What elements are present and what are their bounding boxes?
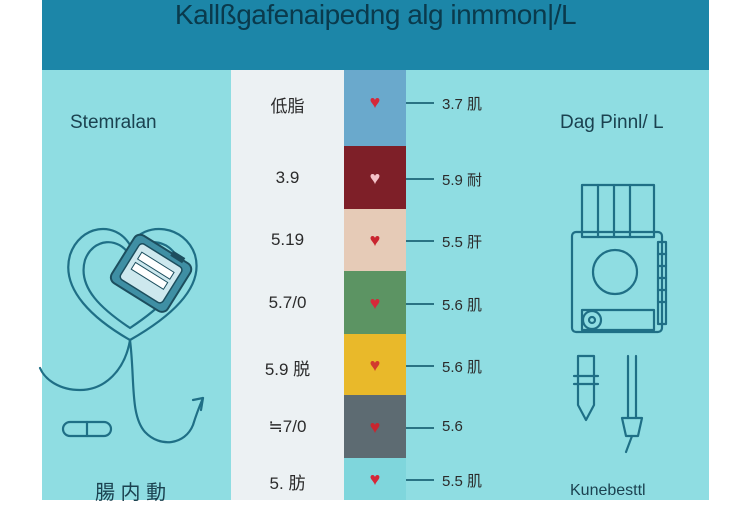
right-value: 5.5 肌 — [442, 473, 483, 490]
connector-line — [406, 101, 434, 104]
connector-line — [406, 364, 434, 367]
heart-icon: ♥ — [369, 230, 381, 250]
left-value: 5.7/0 — [268, 292, 307, 312]
heart-icon: ♥ — [369, 416, 381, 437]
left-value: 低脂 — [270, 96, 305, 116]
heart-icon: ♥ — [369, 354, 381, 375]
heart-icon: ♥ — [369, 91, 381, 112]
heart-icon: ♥ — [369, 292, 381, 313]
page-title: Kallßgafenaipedng alg inmmon|/L — [174, 0, 577, 30]
heart-icon: ♥ — [369, 167, 381, 188]
color-swatch — [344, 458, 406, 500]
right-value: 5.5 肝 — [442, 234, 483, 251]
bottom-left-label: 腸 内 動 — [95, 482, 167, 504]
connector-line — [406, 479, 434, 481]
right-section-label: Dag Pinnl/ L — [560, 112, 664, 133]
right-value: 3.7 肌 — [442, 95, 483, 113]
connector-line — [406, 426, 434, 429]
heart-icon: ♥ — [369, 469, 381, 489]
left-value: 3.9 — [275, 167, 300, 187]
connector-line — [406, 177, 434, 180]
left-value: 5.9 脱 — [264, 359, 311, 379]
bottom-right-label: Kunebesttl — [570, 482, 646, 499]
color-swatch — [344, 395, 406, 458]
color-swatch — [344, 146, 406, 209]
left-value: 5. 肪 — [269, 474, 306, 493]
color-swatch — [344, 70, 406, 146]
right-value: 5.9 耐 — [442, 171, 483, 189]
left-value: 5.19 — [270, 230, 305, 249]
stethoscope-heart-icon — [38, 227, 205, 444]
values-column — [231, 70, 344, 500]
color-swatch — [344, 334, 406, 395]
left-section-label: Stemralan — [70, 112, 157, 133]
color-swatch — [344, 209, 406, 271]
right-value: 5.6 — [442, 417, 463, 435]
right-value: 5.6 肌 — [442, 296, 483, 314]
color-scale-column: ♥ ♥ ♥ ♥ ♥ ♥ ♥ — [344, 70, 406, 500]
glucose-meter-icon — [570, 183, 668, 454]
connector-line — [406, 240, 434, 242]
header-bar: Kallßgafenaipedng alg inmmon|/L — [42, 0, 709, 70]
color-swatch — [344, 271, 406, 334]
left-value: ≒7/0 — [268, 416, 307, 436]
right-value: 5.6 肌 — [442, 358, 483, 376]
connector-line — [406, 302, 434, 305]
